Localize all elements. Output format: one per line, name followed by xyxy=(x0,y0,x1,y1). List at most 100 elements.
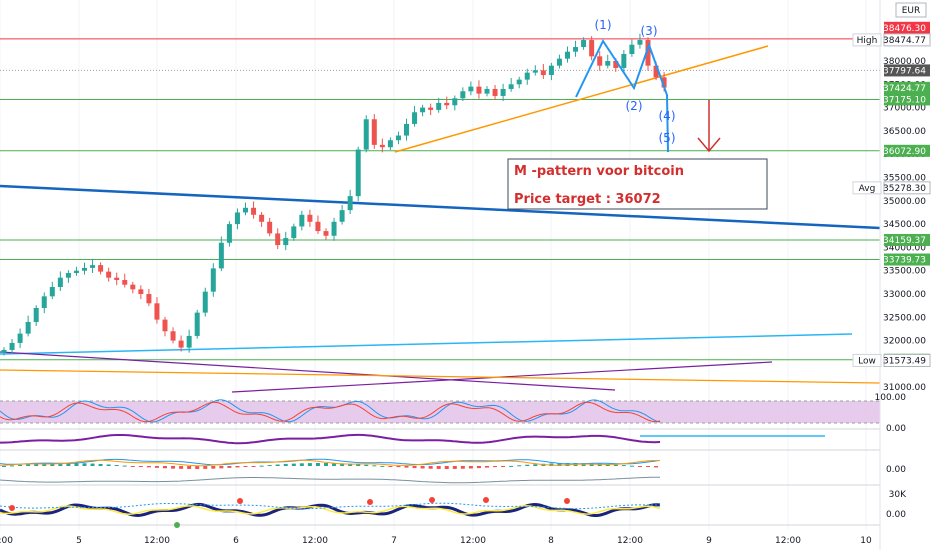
long-blue-trendline[interactable] xyxy=(0,184,881,230)
price-tag[interactable] xyxy=(884,64,930,77)
candle-body[interactable] xyxy=(540,70,546,75)
price-tag[interactable] xyxy=(884,93,930,106)
candle-body[interactable] xyxy=(283,238,289,246)
candle-body[interactable] xyxy=(251,207,257,215)
candle-body[interactable] xyxy=(323,231,329,236)
candle-body[interactable] xyxy=(556,58,562,66)
candle-body[interactable] xyxy=(532,70,538,73)
candle-body[interactable] xyxy=(243,207,248,213)
candle-body[interactable] xyxy=(428,107,434,110)
candle-body[interactable] xyxy=(122,280,128,285)
candle-body[interactable] xyxy=(65,273,71,278)
candle-body[interactable] xyxy=(637,40,643,45)
candle-body[interactable] xyxy=(476,86,482,94)
candle-body[interactable] xyxy=(339,210,345,222)
candle-body[interactable] xyxy=(331,221,337,236)
candle-body[interactable] xyxy=(98,265,104,272)
candle-body[interactable] xyxy=(404,123,409,136)
candle-body[interactable] xyxy=(17,333,23,343)
candle-body[interactable] xyxy=(90,265,96,268)
candle-body[interactable] xyxy=(460,91,466,99)
candle-body[interactable] xyxy=(492,88,498,96)
candle-body[interactable] xyxy=(130,284,136,290)
candle-body[interactable] xyxy=(508,84,514,89)
candle-body[interactable] xyxy=(653,65,659,78)
candle-body[interactable] xyxy=(548,65,554,75)
candle-body[interactable] xyxy=(395,135,401,141)
candle-body[interactable] xyxy=(146,294,152,304)
candle-body[interactable] xyxy=(33,307,39,322)
candle-body[interactable] xyxy=(170,331,176,341)
candle-body[interactable] xyxy=(259,214,265,222)
candle-body[interactable] xyxy=(178,340,184,348)
candle-body[interactable] xyxy=(194,312,200,336)
candle-body[interactable] xyxy=(379,144,385,148)
candle-body[interactable] xyxy=(57,277,63,288)
candle-body[interactable] xyxy=(275,233,281,246)
candle-body[interactable] xyxy=(516,79,522,85)
candle-body[interactable] xyxy=(363,119,369,150)
candle-body[interactable] xyxy=(25,321,31,334)
candle-body[interactable] xyxy=(154,303,160,320)
candle-body[interactable] xyxy=(621,54,627,68)
candle-body[interactable] xyxy=(436,102,442,110)
candle-body[interactable] xyxy=(500,88,506,96)
candle-body[interactable] xyxy=(484,88,490,94)
candle-body[interactable] xyxy=(355,149,361,197)
candle-body[interactable] xyxy=(661,77,667,88)
price-tag[interactable] xyxy=(884,144,930,157)
price-tag[interactable] xyxy=(884,81,930,94)
candle-body[interactable] xyxy=(605,61,611,66)
candle-body[interactable] xyxy=(202,291,208,313)
currency-badge[interactable] xyxy=(895,2,927,18)
candle-body[interactable] xyxy=(82,267,87,271)
candle-body[interactable] xyxy=(371,119,377,145)
candle-body[interactable] xyxy=(629,44,635,55)
candle-body[interactable] xyxy=(387,140,393,148)
target-arrow[interactable] xyxy=(697,100,721,153)
price-tag[interactable] xyxy=(883,33,931,47)
purple-falling-line[interactable] xyxy=(0,351,616,391)
candle-body[interactable] xyxy=(581,40,587,48)
candle-body[interactable] xyxy=(267,221,273,234)
orange-lower-line[interactable] xyxy=(0,369,881,384)
candle-body[interactable] xyxy=(162,319,168,332)
candle-body[interactable] xyxy=(589,40,595,57)
candle-body[interactable] xyxy=(524,72,530,80)
candle-body[interactable] xyxy=(299,214,305,227)
candle-body[interactable] xyxy=(645,40,651,66)
candle-body[interactable] xyxy=(41,296,47,308)
candle-body[interactable] xyxy=(420,107,426,113)
candle-body[interactable] xyxy=(218,242,224,269)
candle-body[interactable] xyxy=(1,349,7,353)
candle-body[interactable] xyxy=(234,212,240,225)
orange-neckline[interactable] xyxy=(394,45,769,153)
annotation-box[interactable]: M -pattern voor bitcoin Price target : 3… xyxy=(507,158,768,210)
candle-body[interactable] xyxy=(106,271,112,278)
candle-body[interactable] xyxy=(613,61,619,68)
candle-body[interactable] xyxy=(73,270,79,274)
candle-body[interactable] xyxy=(315,221,321,232)
price-tag[interactable] xyxy=(884,233,930,246)
candle-body[interactable] xyxy=(573,47,579,52)
candle-body[interactable] xyxy=(468,86,474,92)
price-tag[interactable] xyxy=(884,253,930,266)
candle-body[interactable] xyxy=(49,287,55,297)
candle-body[interactable] xyxy=(452,98,458,106)
price-tag[interactable] xyxy=(883,353,931,367)
lightblue-support-line[interactable] xyxy=(0,333,853,355)
candle-body[interactable] xyxy=(114,277,120,281)
candle-body[interactable] xyxy=(347,196,353,211)
candle-body[interactable] xyxy=(9,342,15,350)
candle-body[interactable] xyxy=(138,289,144,294)
price-tag[interactable] xyxy=(883,181,931,195)
candle-body[interactable] xyxy=(291,226,297,239)
candle-body[interactable] xyxy=(444,102,450,106)
candle-body[interactable] xyxy=(210,268,216,292)
m-pattern-wave-line[interactable] xyxy=(575,38,669,153)
candle-body[interactable] xyxy=(186,335,192,348)
candle-body[interactable] xyxy=(307,214,313,222)
candle-body[interactable] xyxy=(226,224,232,243)
price-tag[interactable] xyxy=(884,21,930,34)
